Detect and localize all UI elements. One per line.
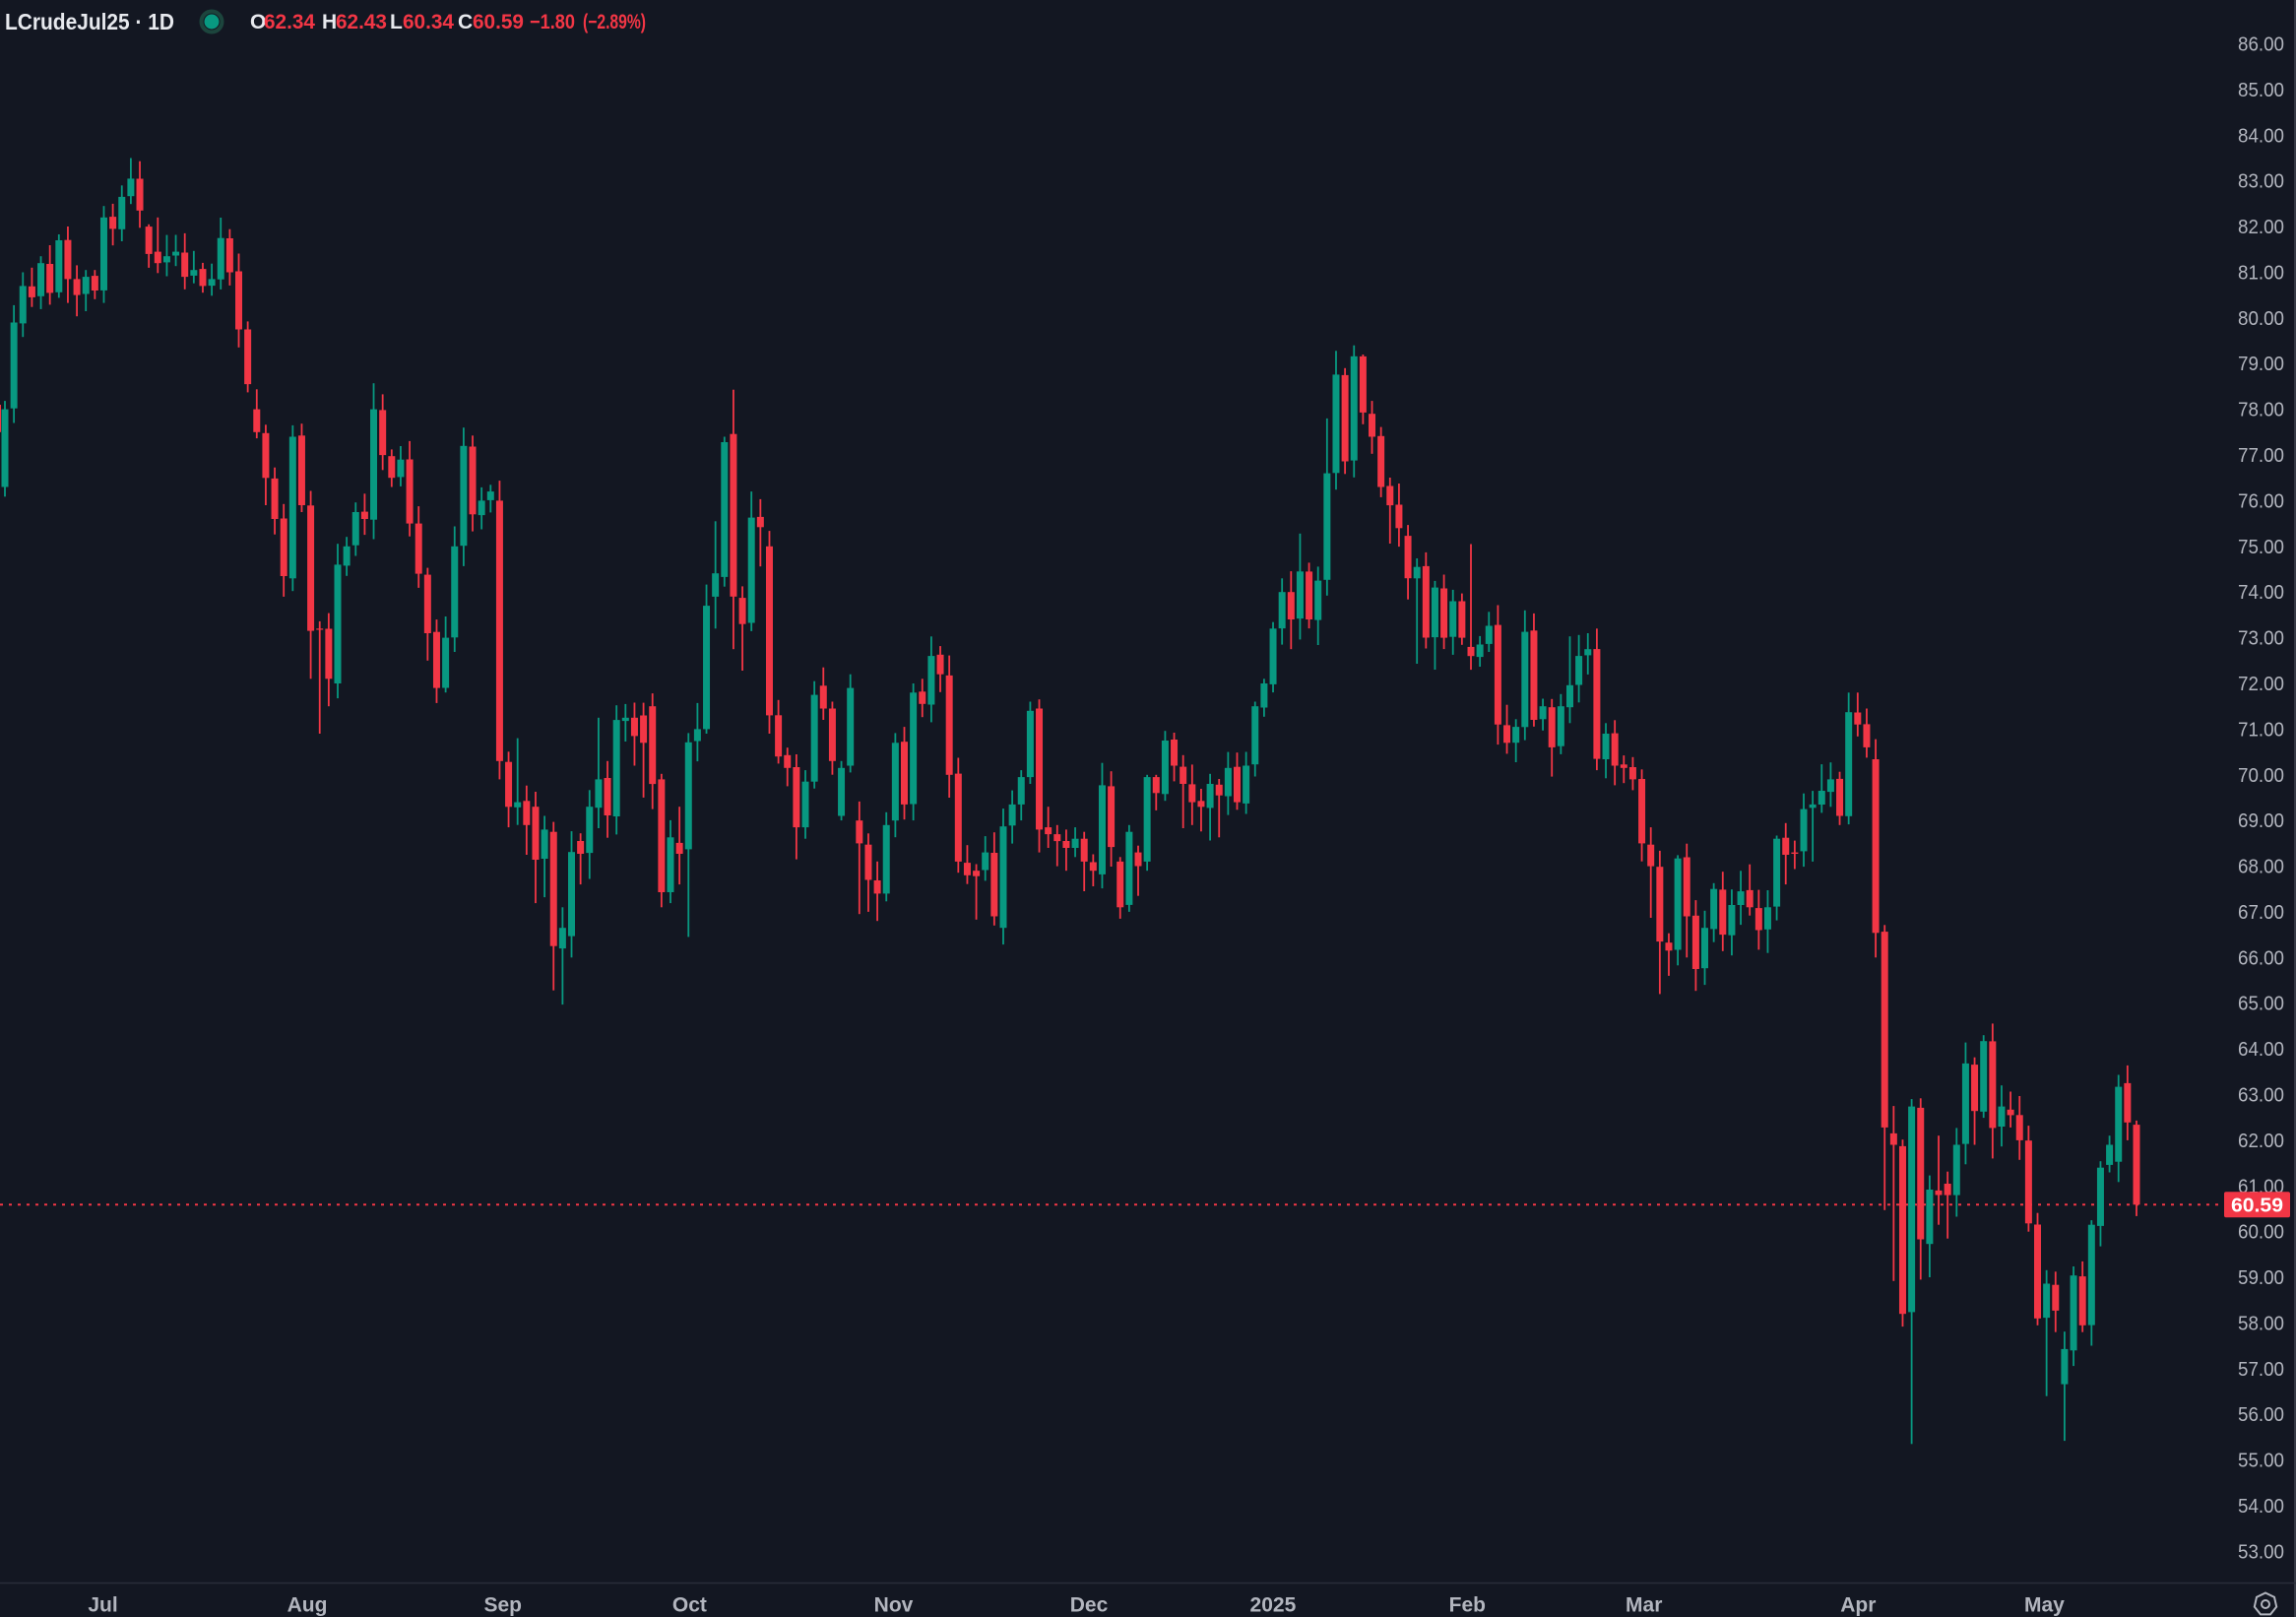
svg-text:75.00: 75.00: [2238, 537, 2284, 558]
svg-text:63.00: 63.00: [2238, 1085, 2284, 1107]
svg-text:Mar: Mar: [1626, 1594, 1662, 1617]
svg-text:70.00: 70.00: [2238, 765, 2284, 787]
svg-text:66.00: 66.00: [2238, 947, 2284, 969]
svg-text:53.00: 53.00: [2238, 1541, 2284, 1563]
svg-text:58.00: 58.00: [2238, 1313, 2284, 1334]
svg-text:59.00: 59.00: [2238, 1267, 2284, 1289]
svg-text:69.00: 69.00: [2238, 810, 2284, 832]
svg-text:76.00: 76.00: [2238, 490, 2284, 512]
svg-text:May: May: [2024, 1594, 2065, 1617]
svg-text:78.00: 78.00: [2238, 400, 2284, 421]
svg-text:62.34: 62.34: [264, 11, 315, 33]
svg-text:77.00: 77.00: [2238, 445, 2284, 467]
svg-text:Dec: Dec: [1070, 1594, 1109, 1617]
svg-text:62.00: 62.00: [2238, 1131, 2284, 1152]
svg-text:54.00: 54.00: [2238, 1496, 2284, 1518]
svg-text:Nov: Nov: [874, 1594, 914, 1617]
svg-text:60.00: 60.00: [2238, 1222, 2284, 1244]
svg-text:60.59: 60.59: [473, 11, 524, 33]
svg-text:62.43: 62.43: [336, 11, 387, 33]
svg-text:80.00: 80.00: [2238, 308, 2284, 330]
svg-text:72.00: 72.00: [2238, 674, 2284, 695]
svg-text:H: H: [322, 11, 337, 33]
svg-text:C: C: [458, 11, 473, 33]
svg-text:60.59: 60.59: [2231, 1195, 2283, 1216]
svg-text:65.00: 65.00: [2238, 994, 2284, 1015]
svg-text:55.00: 55.00: [2238, 1451, 2284, 1472]
svg-text:67.00: 67.00: [2238, 902, 2284, 924]
svg-text:2025: 2025: [1250, 1594, 1297, 1617]
svg-text:Oct: Oct: [672, 1594, 707, 1617]
svg-text:68.00: 68.00: [2238, 857, 2284, 878]
svg-text:Aug: Aug: [287, 1594, 328, 1617]
svg-text:81.00: 81.00: [2238, 263, 2284, 285]
svg-text:86.00: 86.00: [2238, 34, 2284, 56]
svg-text:−1.80: −1.80: [530, 11, 575, 33]
svg-text:73.00: 73.00: [2238, 628, 2284, 650]
svg-text:71.00: 71.00: [2238, 719, 2284, 741]
svg-text:57.00: 57.00: [2238, 1359, 2284, 1381]
svg-text:64.00: 64.00: [2238, 1039, 2284, 1061]
svg-text:Sep: Sep: [483, 1594, 522, 1617]
svg-text:Feb: Feb: [1449, 1594, 1486, 1617]
svg-text:82.00: 82.00: [2238, 217, 2284, 238]
svg-text:LCrudeJul25 · 1D: LCrudeJul25 · 1D: [5, 9, 174, 34]
svg-text:85.00: 85.00: [2238, 80, 2284, 101]
svg-text:74.00: 74.00: [2238, 582, 2284, 604]
svg-text:O: O: [250, 11, 266, 33]
svg-text:84.00: 84.00: [2238, 125, 2284, 147]
svg-text:83.00: 83.00: [2238, 171, 2284, 193]
svg-text:56.00: 56.00: [2238, 1404, 2284, 1426]
svg-text:(−2.89%): (−2.89%): [583, 11, 646, 33]
svg-text:Jul: Jul: [88, 1594, 117, 1617]
svg-text:79.00: 79.00: [2238, 354, 2284, 375]
svg-text:Apr: Apr: [1840, 1594, 1876, 1617]
svg-text:L: L: [390, 11, 403, 33]
svg-text:60.34: 60.34: [403, 11, 454, 33]
